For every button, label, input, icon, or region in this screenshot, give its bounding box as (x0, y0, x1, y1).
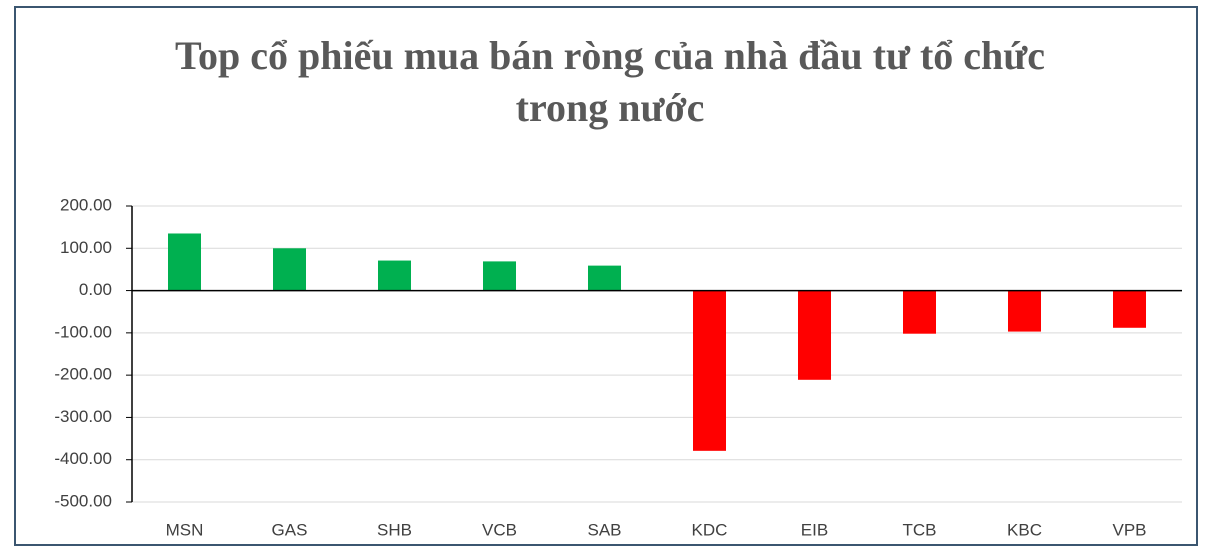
x-tick-label: TCB (903, 520, 937, 539)
x-tick-label: SAB (587, 520, 621, 539)
chart-title: Top cổ phiếu mua bán ròng của nhà đầu tư… (174, 33, 1046, 130)
y-tick-label: -300.00 (54, 407, 112, 426)
bar (798, 290, 831, 380)
x-tick-label: GAS (272, 520, 308, 539)
y-tick-label: -400.00 (54, 449, 112, 468)
y-tick-label: 200.00 (60, 195, 112, 214)
bar (1113, 290, 1146, 328)
y-tick-label: -200.00 (54, 365, 112, 384)
x-tick-label: VPB (1112, 520, 1146, 539)
y-tick-label: -100.00 (54, 322, 112, 341)
y-tick-label: 100.00 (60, 238, 112, 257)
bar (168, 233, 201, 291)
bar (273, 248, 306, 291)
bar (588, 265, 621, 291)
x-tick-label: EIB (801, 520, 828, 539)
x-tick-label: MSN (166, 520, 204, 539)
bar (1008, 290, 1041, 332)
x-tick-label: SHB (377, 520, 412, 539)
x-tick-label: KDC (692, 520, 728, 539)
chart-frame (14, 6, 1198, 546)
x-tick-label: VCB (482, 520, 517, 539)
bar (378, 260, 411, 291)
bar (903, 290, 936, 334)
x-tick-label: KBC (1007, 520, 1042, 539)
y-tick-label: 0.00 (79, 280, 112, 299)
bar (483, 261, 516, 291)
y-tick-label: -500.00 (54, 491, 112, 510)
bar (693, 290, 726, 451)
